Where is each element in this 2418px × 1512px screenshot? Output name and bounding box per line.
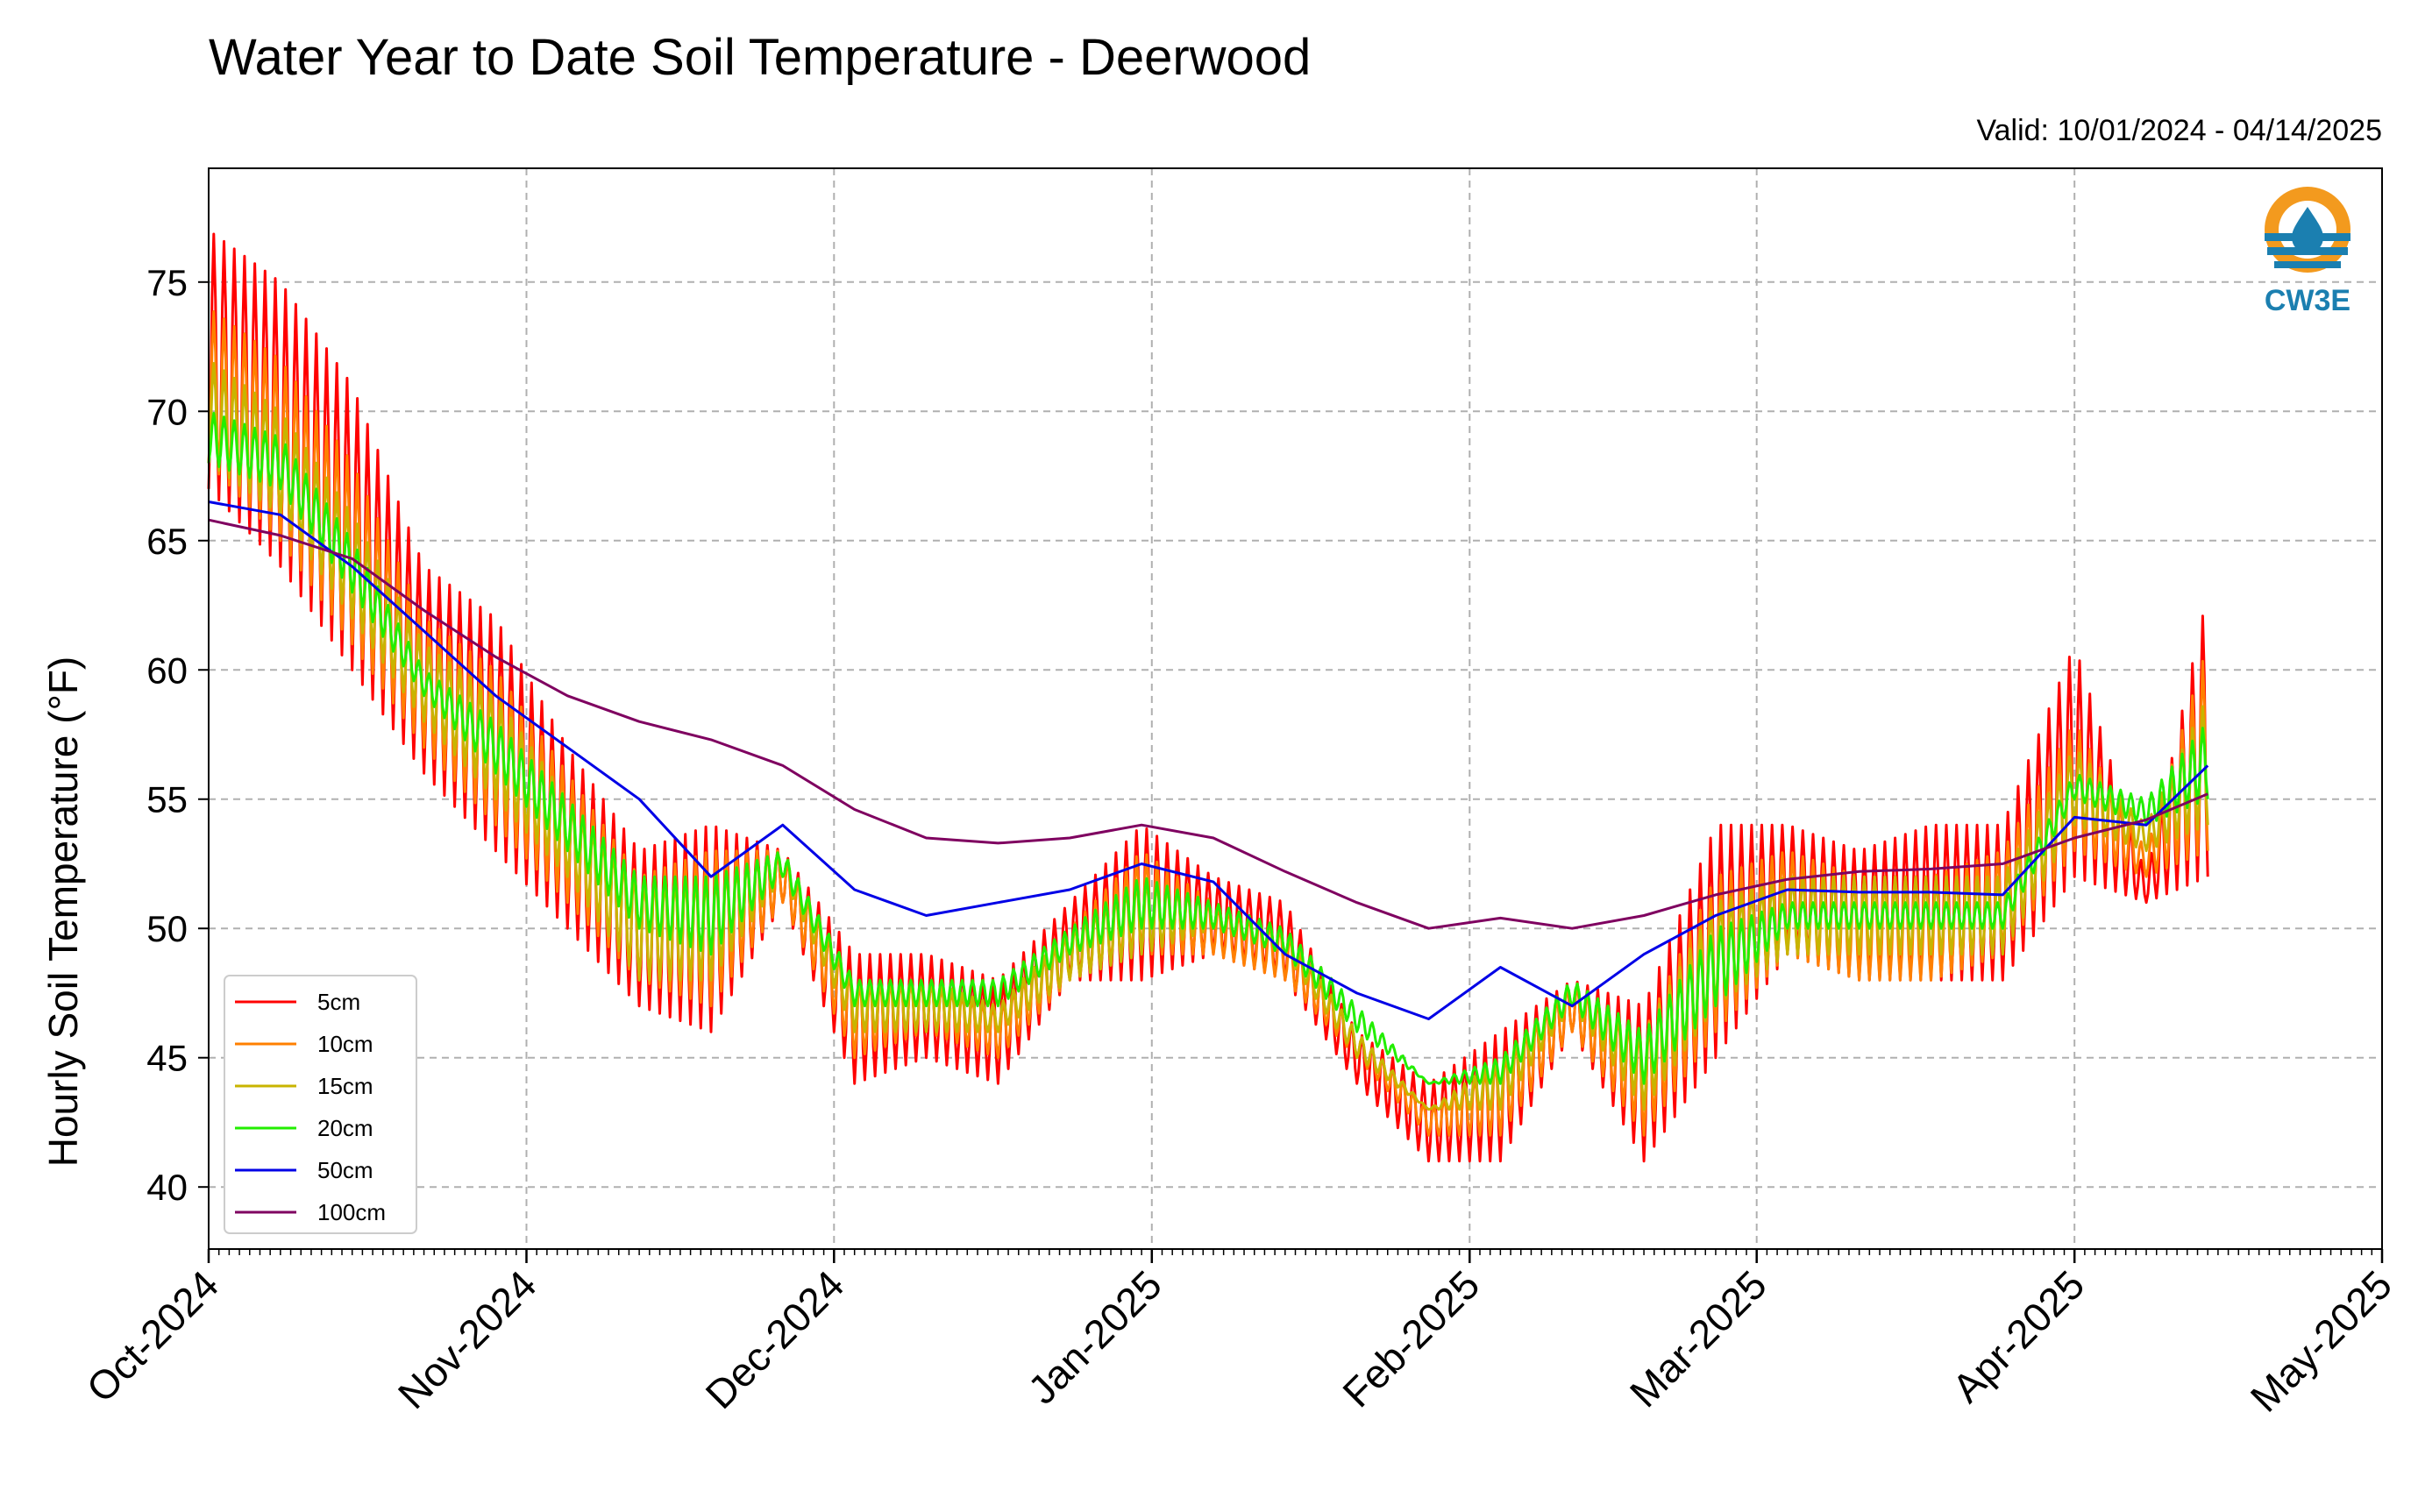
legend-label-20cm: 20cm	[317, 1115, 373, 1141]
y-axis-label: Hourly Soil Temperature (°F)	[40, 657, 86, 1168]
series-line-50cm	[208, 500, 2209, 1020]
logo-drop-shape	[2292, 207, 2323, 253]
legend-label-50cm: 50cm	[317, 1157, 373, 1183]
logo-text: CW3E	[2265, 284, 2350, 317]
series-layer	[207, 232, 2209, 1163]
y-tick-label: 55	[146, 779, 188, 820]
logo-wave-3	[2274, 261, 2341, 268]
legend-label-10cm: 10cm	[317, 1031, 373, 1057]
grid-lines	[209, 168, 2382, 1249]
legend-label-15cm: 15cm	[317, 1073, 373, 1099]
y-tick-label: 75	[146, 262, 188, 303]
chart-subtitle: Valid: 10/01/2024 - 04/14/2025	[1976, 114, 2382, 147]
series-line-5cm	[207, 232, 2209, 1163]
legend: 5cm 10cm 15cm 20cm 50cm 100cm	[224, 975, 417, 1234]
cw3e-logo: CW3E	[2265, 187, 2350, 317]
y-tick-label: 50	[146, 908, 188, 949]
legend-label-100cm: 100cm	[317, 1199, 386, 1225]
y-tick-label: 65	[146, 521, 188, 562]
legend-label-5cm: 5cm	[317, 989, 360, 1015]
series-line-100cm	[208, 518, 2208, 930]
logo-wave-2	[2267, 247, 2348, 255]
logo-wave-1	[2265, 233, 2350, 241]
y-tick-label: 60	[146, 650, 188, 691]
y-tick-label: 70	[146, 391, 188, 432]
y-tick-label: 40	[146, 1167, 188, 1208]
series-line-20cm	[207, 411, 2209, 1085]
chart-title: Water Year to Date Soil Temperature - De…	[209, 29, 1311, 86]
y-tick-label: 45	[146, 1038, 188, 1079]
